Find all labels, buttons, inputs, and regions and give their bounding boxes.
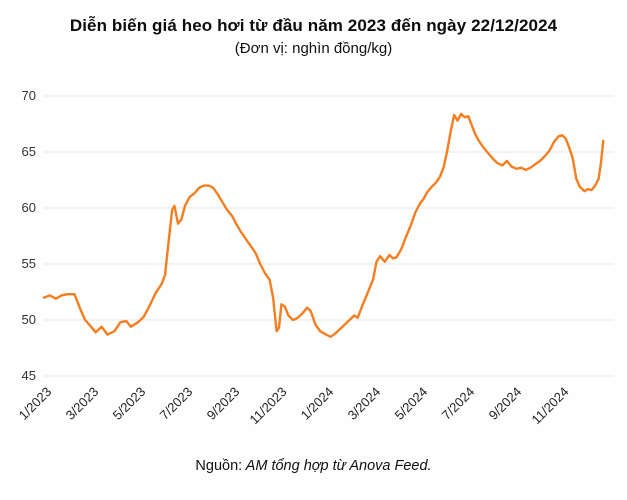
source-label: Nguồn: xyxy=(195,458,243,474)
chart-title: Diễn biến giá heo hơi từ đầu năm 2023 đế… xyxy=(69,16,558,35)
source-text: AM tổng hợp từ Anova Feed. xyxy=(242,458,432,474)
price-line-chart xyxy=(42,95,614,377)
y-axis-tick-label: 60 xyxy=(21,200,36,215)
price-line xyxy=(42,112,605,338)
source-note: Nguồn: AM tổng hợp từ Anova Feed. xyxy=(0,458,627,474)
chart-subtitle: (Đơn vị: nghìn đồng/kg) xyxy=(234,40,393,57)
y-axis-tick-label: 50 xyxy=(21,312,36,327)
y-axis-tick-label: 70 xyxy=(21,88,36,103)
y-axis-tick-label: 65 xyxy=(21,144,36,159)
chart: 45 50 55 60 65 70 1/2023 3/2023 5/2023 7/2023 9/20… xyxy=(0,60,627,451)
y-axis-tick-label: 55 xyxy=(21,256,36,271)
chart-header: Diễn biến giá heo hơi từ đầu năm 2023 đế… xyxy=(0,0,627,60)
y-axis-tick-label: 45 xyxy=(21,368,36,383)
